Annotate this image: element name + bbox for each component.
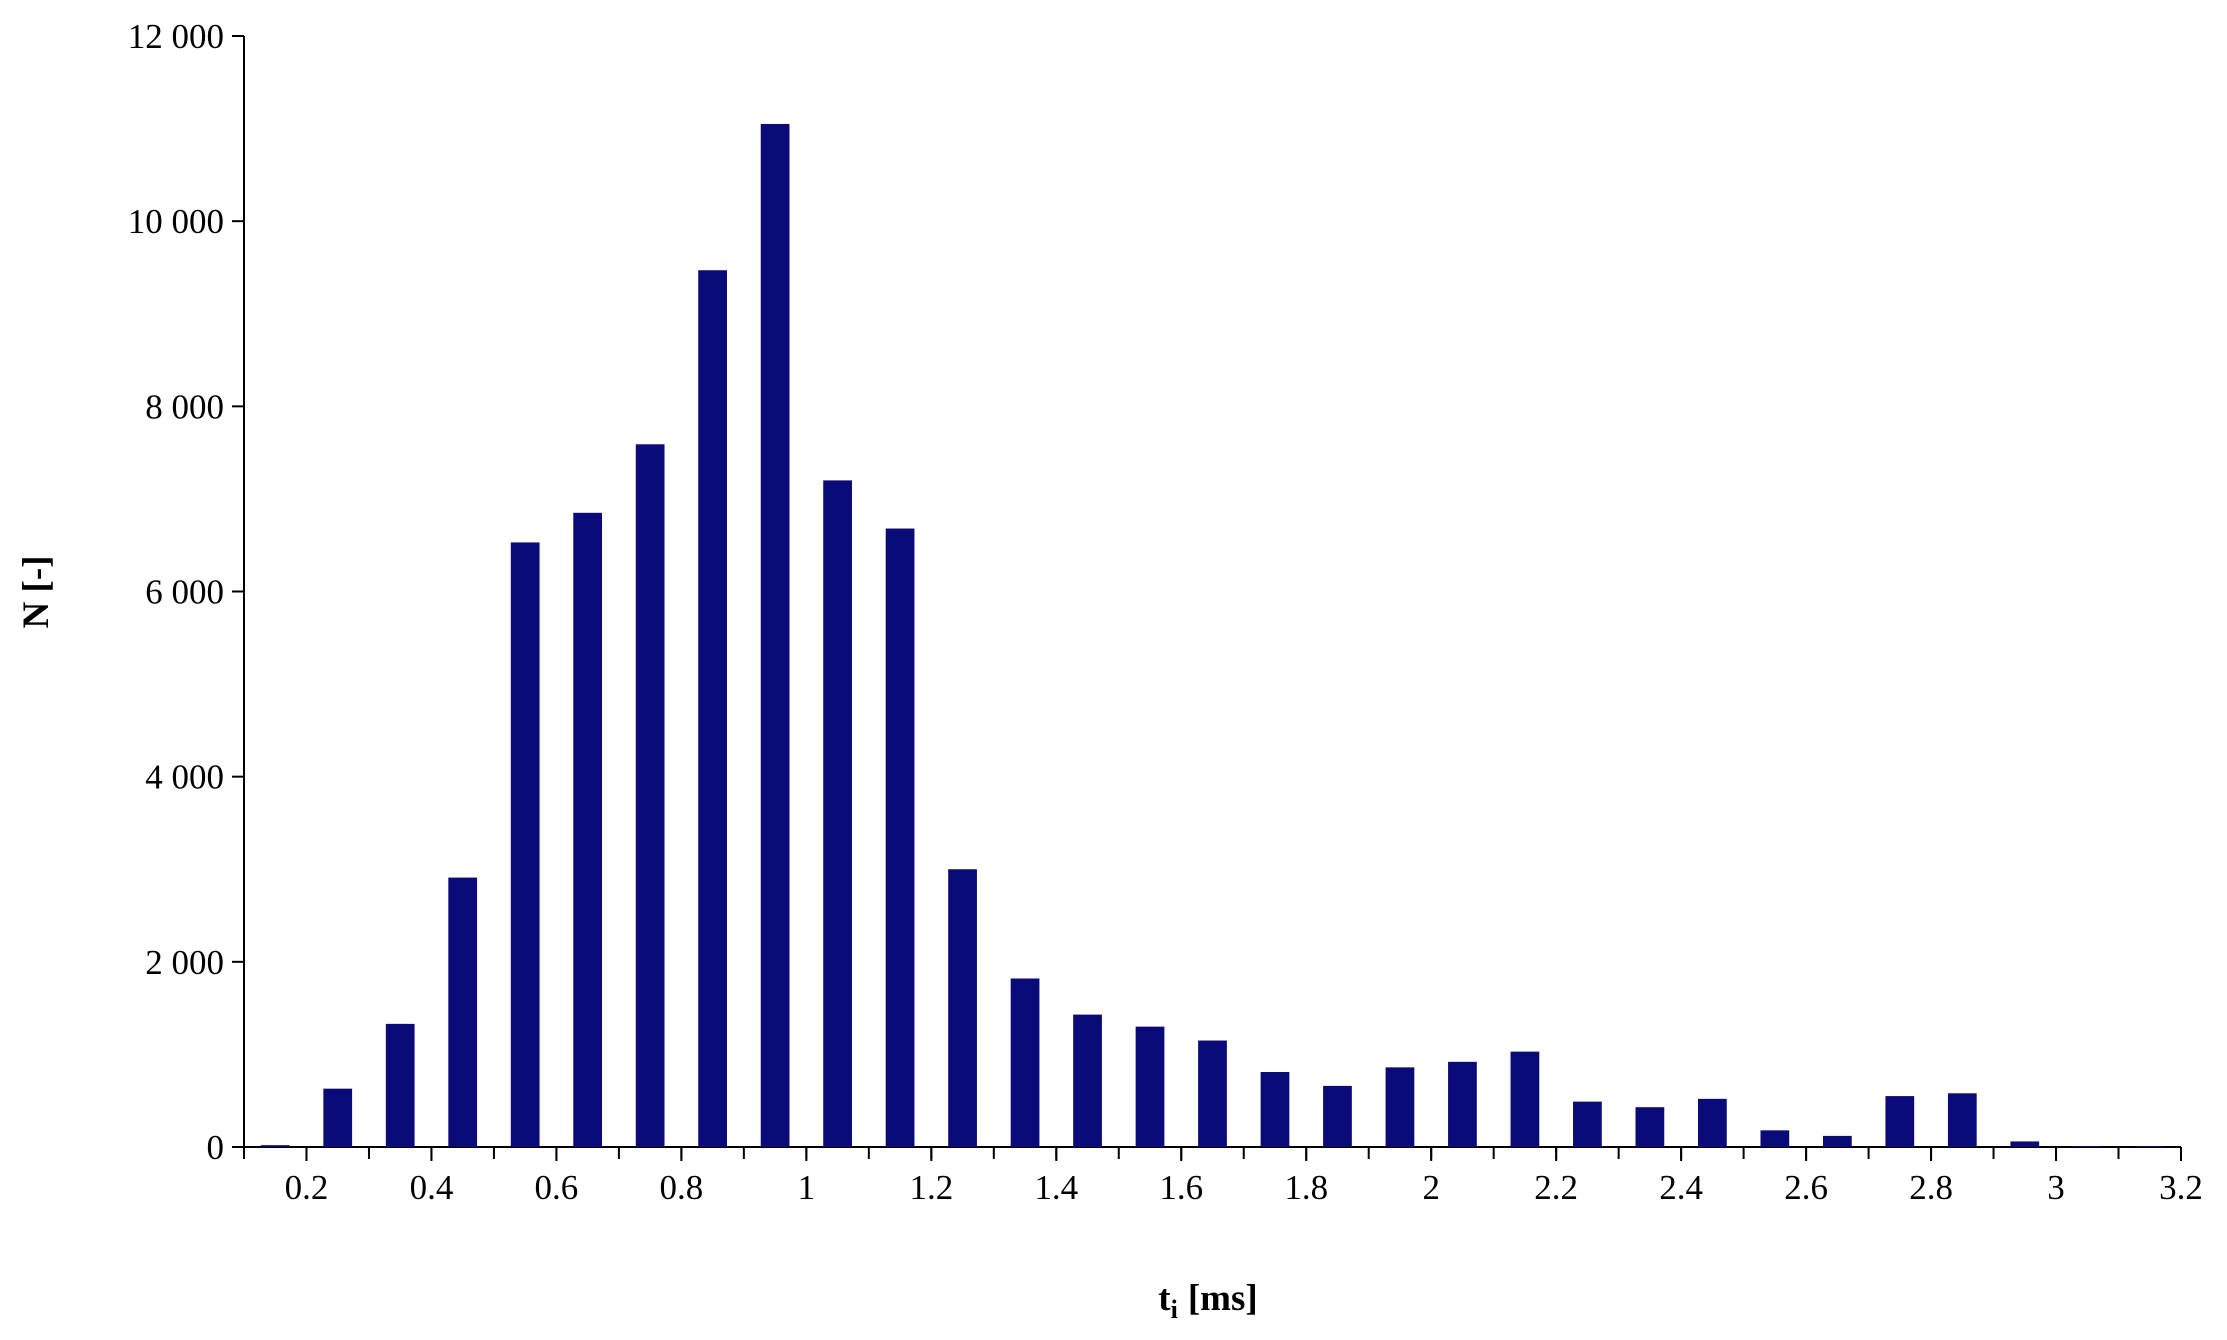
bar — [823, 480, 852, 1147]
bar — [1885, 1096, 1915, 1147]
bar — [1697, 1098, 1727, 1147]
bar — [1260, 1072, 1290, 1147]
bar — [1073, 1014, 1102, 1147]
bar — [2135, 1146, 2165, 1147]
bar — [1573, 1101, 1602, 1147]
x-tick-label: 0.8 — [660, 1168, 704, 1207]
y-tick-label: 8 000 — [145, 387, 224, 426]
x-tick-label: 1.8 — [1284, 1168, 1328, 1207]
x-tick-label: 2.6 — [1784, 1168, 1828, 1207]
y-tick-label: 4 000 — [145, 758, 224, 797]
bar — [948, 869, 977, 1147]
bar — [573, 512, 603, 1147]
bar — [323, 1088, 353, 1147]
x-tick-label: 3 — [2047, 1168, 2065, 1207]
x-tick-label: 0.2 — [285, 1168, 329, 1207]
y-tick-label: 6 000 — [145, 573, 224, 612]
bar — [1323, 1085, 1352, 1147]
bar — [1135, 1026, 1165, 1147]
x-tick-label: 0.4 — [410, 1168, 454, 1207]
bar — [1198, 1040, 1227, 1147]
y-axis-title: N [-] — [16, 556, 57, 629]
bar — [510, 542, 540, 1147]
bar — [448, 877, 478, 1147]
x-tick-label: 1.6 — [1159, 1168, 1203, 1207]
x-tick-label: 1.2 — [909, 1168, 953, 1207]
x-tick-label: 0.6 — [535, 1168, 579, 1207]
y-tick-label: 2 000 — [145, 943, 224, 982]
bar — [1510, 1051, 1540, 1147]
bar — [885, 528, 915, 1147]
bar — [1448, 1061, 1477, 1147]
bar — [2010, 1141, 2040, 1147]
bar — [1010, 978, 1040, 1147]
x-axis-title-main: t — [1158, 1278, 1171, 1319]
bar — [385, 1023, 415, 1147]
bar — [1760, 1130, 1790, 1147]
bar — [1635, 1107, 1665, 1147]
bar — [760, 123, 790, 1148]
bar — [2072, 1146, 2102, 1147]
x-tick-label: 2.2 — [1534, 1168, 1578, 1207]
bar — [1947, 1093, 1977, 1147]
bar — [260, 1145, 290, 1147]
bar — [1822, 1135, 1852, 1147]
x-tick-label: 1.4 — [1034, 1168, 1078, 1207]
bar — [1385, 1067, 1415, 1147]
x-axis-title-sub: i — [1171, 1295, 1178, 1324]
bar — [635, 444, 665, 1148]
x-tick-label: 1 — [798, 1168, 816, 1207]
x-tick-label: 2.4 — [1659, 1168, 1703, 1207]
x-axis-title-unit: [ms] — [1188, 1278, 1258, 1319]
x-tick-label: 2.8 — [1909, 1168, 1953, 1207]
y-tick-label: 12 000 — [128, 17, 224, 56]
y-tick-label: 0 — [207, 1128, 225, 1167]
x-axis-title: ti [ms] — [1158, 1278, 1257, 1324]
x-tick-label: 3.2 — [2159, 1168, 2203, 1207]
bar — [698, 270, 728, 1147]
y-tick-label: 10 000 — [128, 202, 224, 241]
x-tick-label: 2 — [1422, 1168, 1440, 1207]
